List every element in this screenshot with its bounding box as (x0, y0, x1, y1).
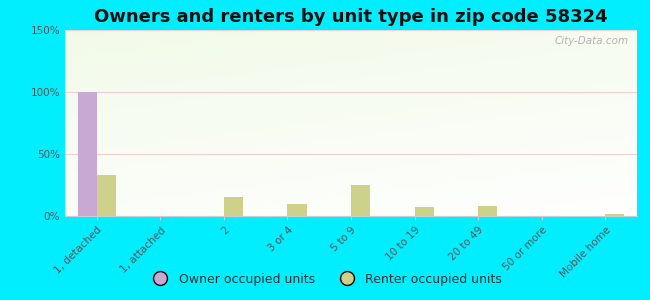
Bar (351, 185, 370, 216)
Bar (78, 92, 97, 216)
Legend: Owner occupied units, Renter occupied units: Owner occupied units, Renter occupied un… (143, 268, 507, 291)
Text: City-Data.com: City-Data.com (554, 36, 629, 46)
Bar (478, 206, 497, 216)
Bar (287, 204, 307, 216)
Bar (605, 214, 624, 216)
Bar (224, 197, 243, 216)
Bar (97, 175, 116, 216)
Title: Owners and renters by unit type in zip code 58324: Owners and renters by unit type in zip c… (94, 8, 608, 26)
Bar (415, 207, 434, 216)
